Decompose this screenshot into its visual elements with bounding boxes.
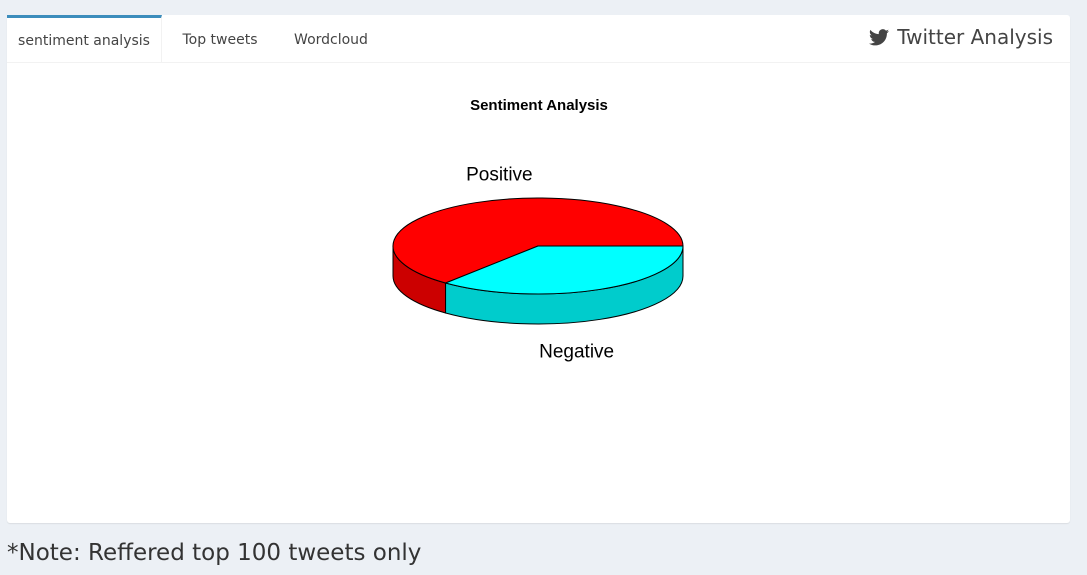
pie-chart: Sentiment Analysis Positive Negative [392,97,684,363]
brand-title: Twitter Analysis [897,25,1053,49]
pie-slice-positive [392,197,684,284]
chart-title: Sentiment Analysis [470,97,608,114]
content-box: sentiment analysis Top tweets Wordcloud … [7,15,1070,523]
tab-wordcloud[interactable]: Wordcloud [294,32,368,48]
tab-sentiment-analysis[interactable]: sentiment analysis [7,15,162,62]
twitter-icon [869,25,897,49]
tab-top-tweets[interactable]: Top tweets [182,32,258,48]
pie-label-positive: Positive [466,164,533,185]
pie-slice-negative [444,245,684,295]
pie-label-negative: Negative [539,342,614,363]
panel-title: Twitter Analysis [869,25,1053,49]
footer-note: *Note: Reffered top 100 tweets only [7,540,422,566]
chart-area: Sentiment Analysis Positive Negative [7,63,1070,523]
tab-bar: sentiment analysis Top tweets Wordcloud … [7,15,1070,63]
